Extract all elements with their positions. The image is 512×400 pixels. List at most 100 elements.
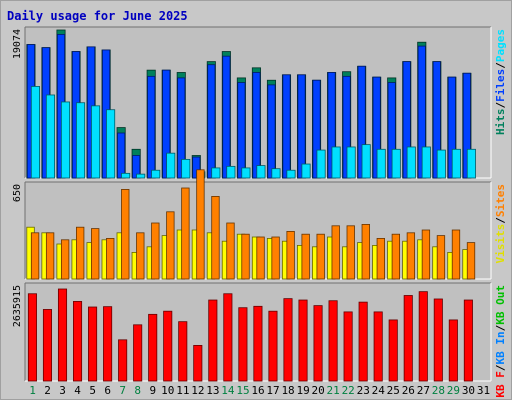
bar-kb-f-day-26 xyxy=(403,295,413,382)
bar-sites-day-30 xyxy=(466,242,476,280)
x-tick-label: 26 xyxy=(402,384,415,397)
bar-kb-f-day-13 xyxy=(208,299,218,382)
x-tick-label: 15 xyxy=(236,384,249,397)
bar-files-day-9 xyxy=(147,75,156,179)
legend-entry: Files xyxy=(494,69,507,102)
x-tick-label: 11 xyxy=(176,384,189,397)
bar-kb-f-day-24 xyxy=(373,311,383,382)
bar-pages-day-3 xyxy=(60,101,71,179)
panel-visits-sites: 650 Visits/Sites xyxy=(12,169,507,280)
bar-kb-f-day-28 xyxy=(433,298,443,382)
bar-kb-f-day-22 xyxy=(343,311,353,382)
bar-pages-day-5 xyxy=(91,105,101,179)
bar-kb-f-day-29 xyxy=(448,319,458,382)
bar-files-day-19 xyxy=(297,74,306,179)
x-tick-label: 21 xyxy=(327,384,340,397)
x-tick-label: 12 xyxy=(191,384,204,397)
bar-pages-day-7 xyxy=(121,172,131,179)
bar-sites-day-27 xyxy=(421,229,431,280)
bar-kb-f-day-10 xyxy=(163,310,173,382)
x-tick-label: 7 xyxy=(119,384,126,397)
bar-files-day-17 xyxy=(267,84,276,179)
bar-pages-day-27 xyxy=(421,146,431,179)
bar-sites-day-26 xyxy=(406,232,416,280)
bar-sites-day-9 xyxy=(151,222,160,280)
bar-sites-day-25 xyxy=(391,233,401,280)
bar-files-day-18 xyxy=(282,74,291,179)
bar-pages-day-8 xyxy=(136,173,146,179)
x-tick-label: 6 xyxy=(104,384,111,397)
y-max-label: 2635915 xyxy=(12,285,23,327)
bar-pages-day-19 xyxy=(301,163,311,179)
bar-sites-day-2 xyxy=(45,232,55,280)
legend-entry: Visits xyxy=(494,224,507,264)
x-tick-label: 3 xyxy=(59,384,66,397)
bar-sites-day-6 xyxy=(106,237,115,280)
bar-sites-day-29 xyxy=(451,229,461,280)
bar-kb-f-day-4 xyxy=(73,301,83,382)
x-tick-label: 19 xyxy=(296,384,309,397)
bar-pages-day-10 xyxy=(166,152,176,179)
x-tick-label: 20 xyxy=(312,384,325,397)
x-tick-label: 23 xyxy=(357,384,370,397)
bar-sites-day-28 xyxy=(436,235,446,280)
bar-sites-day-15 xyxy=(241,233,250,280)
bar-kb-f-day-17 xyxy=(268,310,278,382)
bar-pages-day-30 xyxy=(466,148,476,179)
bar-sites-day-11 xyxy=(181,187,190,280)
bar-pages-day-17 xyxy=(271,168,281,179)
bar-files-day-7 xyxy=(117,132,126,179)
bar-pages-day-22 xyxy=(346,146,356,179)
bar-pages-day-15 xyxy=(241,167,251,179)
bar-pages-day-16 xyxy=(256,165,266,179)
bar-pages-day-29 xyxy=(451,148,461,179)
bar-pages-day-18 xyxy=(286,169,296,179)
bar-kb-f-day-8 xyxy=(133,324,143,382)
legend-entry: / xyxy=(494,324,507,331)
bar-sites-day-18 xyxy=(286,230,295,280)
x-tick-label: 17 xyxy=(266,384,279,397)
bar-sites-day-17 xyxy=(271,236,280,280)
x-tick-label: 1 xyxy=(29,384,36,397)
bar-sites-day-12 xyxy=(196,169,205,280)
legend-entry: / xyxy=(494,217,507,224)
legend-hits-files-pages: Hits/Files/Pages xyxy=(494,29,507,135)
x-tick-label: 8 xyxy=(134,384,141,397)
legend-entry: / xyxy=(494,102,507,109)
bar-kb-f-day-6 xyxy=(103,306,113,382)
bar-pages-day-14 xyxy=(226,165,236,179)
bar-kb-f-day-25 xyxy=(388,319,398,382)
x-tick-label: 27 xyxy=(417,384,430,397)
x-tick-label: 14 xyxy=(221,384,235,397)
bar-sites-day-14 xyxy=(226,222,235,280)
legend-entry: Pages xyxy=(494,29,507,62)
bar-pages-day-26 xyxy=(406,146,416,179)
legend-entry: / xyxy=(494,364,507,371)
bar-sites-day-10 xyxy=(166,211,175,280)
bar-kb-f-day-23 xyxy=(358,301,368,382)
bar-files-day-15 xyxy=(237,82,246,179)
x-tick-label: 22 xyxy=(342,384,355,397)
bar-kb-f-day-7 xyxy=(118,339,128,382)
bar-sites-day-8 xyxy=(136,232,145,280)
x-tick-label: 4 xyxy=(74,384,81,397)
y-max-label: 650 xyxy=(12,184,23,202)
x-tick-label: 25 xyxy=(387,384,400,397)
bar-sites-day-16 xyxy=(256,236,265,280)
bar-kb-f-day-15 xyxy=(238,307,248,382)
x-tick-label: 29 xyxy=(447,384,460,397)
bar-pages-day-23 xyxy=(361,144,371,179)
y-max-label: 19074 xyxy=(12,29,23,59)
x-tick-label: 10 xyxy=(161,384,174,397)
x-tick-label: 9 xyxy=(149,384,156,397)
bar-kb-f-day-14 xyxy=(223,293,233,382)
bar-pages-day-13 xyxy=(211,167,221,179)
x-tick-label: 28 xyxy=(432,384,445,397)
bar-files-day-13 xyxy=(207,64,216,179)
bar-pages-day-11 xyxy=(181,158,191,179)
legend-entry: KB Out xyxy=(494,285,507,325)
bar-kb-f-day-11 xyxy=(178,321,188,382)
